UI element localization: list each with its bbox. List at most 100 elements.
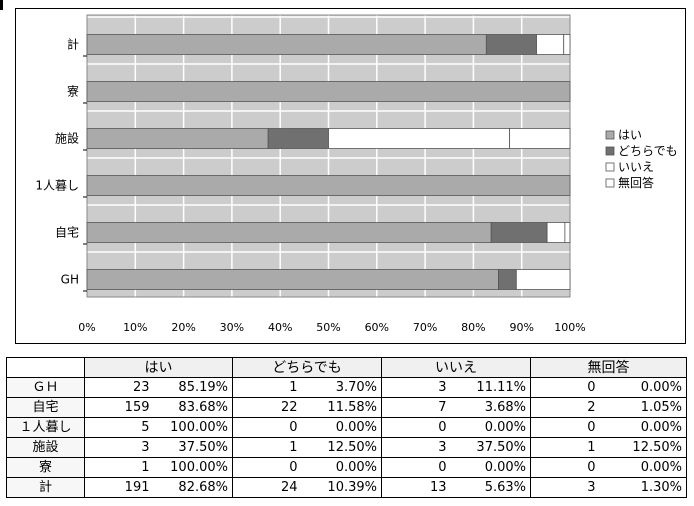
table-row-label: 施設 <box>6 437 85 458</box>
chart-frame: 計寮施設 1人暮し 自宅 GH 0% 10% 20% 30% 40% 50% 60% 70% 80% 9… <box>15 8 686 344</box>
x-tick-label: 60% <box>365 321 389 334</box>
table-percent-cell: 85.19% <box>153 377 233 398</box>
table-percent-cell: 12.50% <box>599 437 687 458</box>
category-label: 1人暮し <box>35 179 79 193</box>
x-tick-label: 70% <box>413 321 437 334</box>
bar-2-5 <box>515 269 571 290</box>
legend-swatch <box>605 130 615 140</box>
legend-label: はい <box>618 128 642 142</box>
header-hai: はい <box>84 357 233 378</box>
legend-label: 無回答 <box>618 175 654 190</box>
table-count-cell: 0 <box>530 417 600 438</box>
table-count-cell: 1 <box>232 437 302 458</box>
category-label: 自宅 <box>55 225 79 240</box>
table-count-cell: 1 <box>232 377 302 398</box>
table-row: １人暮し 5 100.00% 0 0.00% 0 0.00% 0 0.00% <box>6 417 687 438</box>
category-label: 計 <box>67 37 79 52</box>
table-row-label: １人暮し <box>6 417 85 438</box>
table-count-cell: 0 <box>381 417 451 438</box>
table-percent-cell: 0.00% <box>599 377 687 398</box>
table-count-cell: 3 <box>530 477 600 498</box>
table-percent-cell: 0.00% <box>301 417 382 438</box>
bar-0-0 <box>86 34 487 55</box>
data-table: はい どちらでも いいえ 無回答 ＧＨ 23 85.19% 1 3.70% 3 11.11%… <box>6 357 687 498</box>
category-label: 施設 <box>55 131 79 146</box>
table-count-cell: 1 <box>530 437 600 458</box>
table-header-row: はい どちらでも いいえ 無回答 <box>6 357 687 378</box>
bar-1-0 <box>485 34 537 55</box>
table-count-cell: 159 <box>84 397 154 418</box>
legend-swatch <box>605 162 615 172</box>
corner-mark <box>0 0 3 10</box>
table-percent-cell: 82.68% <box>153 477 233 498</box>
table-row: ＧＨ 23 85.19% 1 3.70% 3 11.11% 0 0.00% <box>6 377 687 398</box>
table-percent-cell: 5.63% <box>450 477 531 498</box>
table-percent-cell: 100.00% <box>153 457 233 478</box>
table-percent-cell: 0.00% <box>599 417 687 438</box>
bar-0-4 <box>86 222 492 243</box>
table-percent-cell: 37.50% <box>450 437 531 458</box>
table-count-cell: 0 <box>530 377 600 398</box>
bar-1-2 <box>267 128 329 149</box>
legend-label: どちらでも <box>618 144 678 158</box>
table-count-cell: 0 <box>232 457 302 478</box>
table-count-cell: 2 <box>530 397 600 418</box>
table-count-cell: 191 <box>84 477 154 498</box>
bar-3-0 <box>563 34 571 55</box>
table-row: 計 191 82.68% 24 10.39% 13 5.63% 3 1.30% <box>6 477 687 498</box>
x-tick-label: 50% <box>316 321 340 334</box>
x-tick-label: 10% <box>123 321 147 334</box>
x-tick-label: 80% <box>461 321 485 334</box>
plot-border <box>86 14 571 298</box>
table-count-cell: 7 <box>381 397 451 418</box>
bar-0-3 <box>86 175 571 196</box>
bar-2-0 <box>536 34 565 55</box>
table-count-cell: 5 <box>84 417 154 438</box>
legend-swatch <box>605 146 615 156</box>
table-row-label: ＧＨ <box>6 377 85 398</box>
table-row-label: 寮 <box>6 457 85 478</box>
header-iie: いいえ <box>381 357 531 378</box>
table-row-label: 計 <box>6 477 85 498</box>
bar-1-4 <box>490 222 548 243</box>
table-count-cell: 24 <box>232 477 302 498</box>
bar-0-1 <box>86 81 571 102</box>
table-percent-cell: 83.68% <box>153 397 233 418</box>
bar-2-2 <box>328 128 511 149</box>
bar-3-2 <box>509 128 571 149</box>
table-percent-cell: 0.00% <box>450 417 531 438</box>
table-count-cell: 1 <box>84 457 154 478</box>
table-percent-cell: 1.30% <box>599 477 687 498</box>
bar-2-4 <box>546 222 566 243</box>
header-mukaito: 無回答 <box>530 357 687 378</box>
category-label: GH <box>61 273 79 287</box>
x-tick-label: 20% <box>171 321 195 334</box>
table-percent-cell: 100.00% <box>153 417 233 438</box>
table-count-cell: 22 <box>232 397 302 418</box>
table-row: 施設 3 37.50% 1 12.50% 3 37.50% 1 12.50% <box>6 437 687 458</box>
table-count-cell: 0 <box>530 457 600 478</box>
x-tick-label: 100% <box>554 321 585 334</box>
table-percent-cell: 0.00% <box>450 457 531 478</box>
table-percent-cell: 3.70% <box>301 377 382 398</box>
x-tick-label: 30% <box>220 321 244 334</box>
table-row-label: 自宅 <box>6 397 85 418</box>
table-row: 寮 1 100.00% 0 0.00% 0 0.00% 0 0.00% <box>6 457 687 478</box>
bar-0-5 <box>86 269 499 290</box>
table-percent-cell: 37.50% <box>153 437 233 458</box>
category-label: 寮 <box>67 84 79 99</box>
x-tick-label: 0% <box>78 321 95 334</box>
table-percent-cell: 12.50% <box>301 437 382 458</box>
bar-0-2 <box>86 128 269 149</box>
table-percent-cell: 0.00% <box>599 457 687 478</box>
bar-1-5 <box>498 269 517 290</box>
table-percent-cell: 3.68% <box>450 397 531 418</box>
table-count-cell: 0 <box>381 457 451 478</box>
table-count-cell: 3 <box>84 437 154 458</box>
table-count-cell: 3 <box>381 437 451 458</box>
table-count-cell: 3 <box>381 377 451 398</box>
table-percent-cell: 10.39% <box>301 477 382 498</box>
table-row: 自宅 159 83.68% 22 11.58% 7 3.68% 2 1.05% <box>6 397 687 418</box>
